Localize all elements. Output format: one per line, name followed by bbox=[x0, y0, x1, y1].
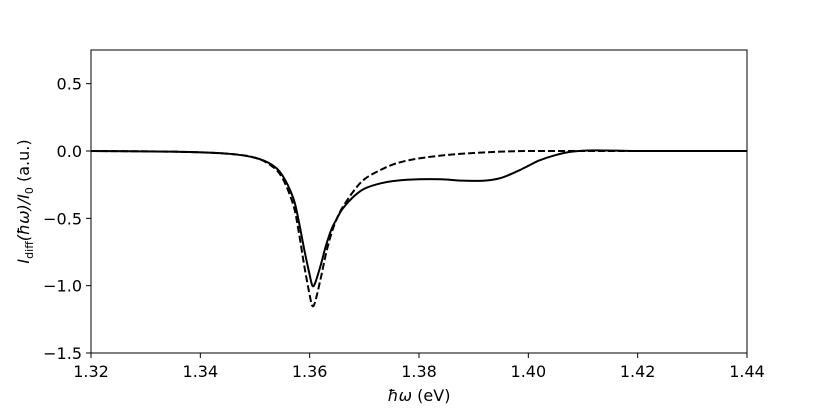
y-tick-label: 0.0 bbox=[57, 142, 82, 161]
x-tick-label: 1.44 bbox=[729, 362, 765, 381]
x-axis-label: ħω (eV) bbox=[388, 386, 451, 405]
x-tick-label: 1.38 bbox=[401, 362, 437, 381]
plot-layer bbox=[90, 149, 747, 308]
y-axis-label-unit: (a.u.) bbox=[14, 139, 33, 187]
x-ticks: 1.32 1.34 1.36 1.38 1.40 1.42 1.44 bbox=[73, 353, 765, 381]
x-axis-label-symbol: ħω bbox=[388, 386, 413, 405]
x-tick-label: 1.34 bbox=[183, 362, 219, 381]
series-solid-line bbox=[90, 149, 747, 288]
y-tick-label: −0.5 bbox=[43, 209, 82, 228]
x-axis-label-unit: (eV) bbox=[412, 386, 450, 405]
y-tick-label: −1.0 bbox=[43, 277, 82, 296]
y-axis-label-I0: I bbox=[14, 194, 33, 199]
x-tick-label: 1.42 bbox=[620, 362, 656, 381]
x-tick-label: 1.40 bbox=[511, 362, 547, 381]
y-tick-label: 0.5 bbox=[57, 75, 82, 94]
y-axis-label-arg: (ħω)/ bbox=[14, 197, 33, 241]
series-dashed-line bbox=[90, 149, 747, 308]
y-axis-label-diff: diff bbox=[23, 241, 36, 259]
x-tick-label: 1.32 bbox=[73, 362, 109, 381]
x-tick-label: 1.36 bbox=[292, 362, 328, 381]
y-axis-label-I: I bbox=[14, 259, 33, 264]
y-tick-label: −1.5 bbox=[43, 344, 82, 363]
y-ticks: −1.5 −1.0 −0.5 0.0 0.5 bbox=[43, 75, 91, 363]
y-axis-label-zero: 0 bbox=[23, 187, 36, 194]
y-axis-label: Idiff(ħω)/I0 (a.u.) bbox=[14, 139, 36, 263]
plot-frame bbox=[90, 49, 748, 354]
